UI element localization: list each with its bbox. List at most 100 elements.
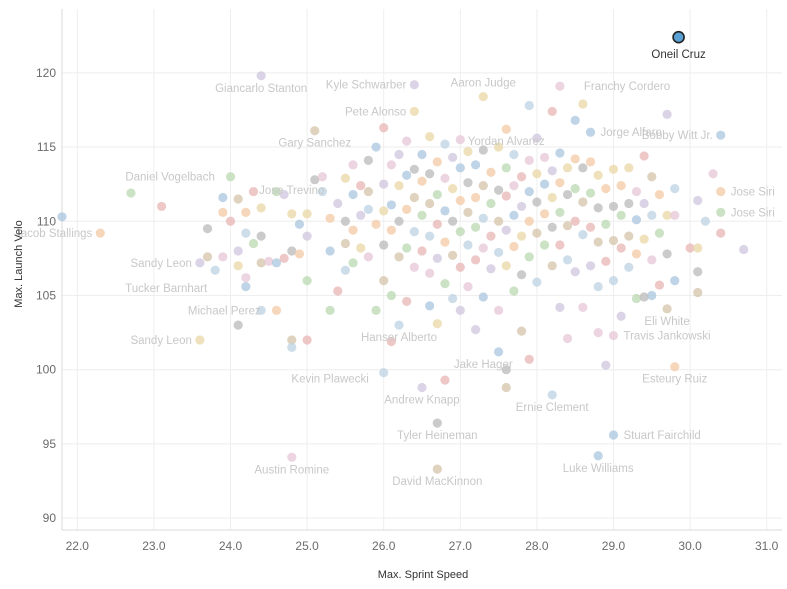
data-point[interactable] xyxy=(593,327,603,338)
data-point[interactable] xyxy=(448,184,458,194)
data-point[interactable] xyxy=(455,227,465,237)
data-point[interactable] xyxy=(593,451,603,461)
data-point[interactable] xyxy=(126,188,136,198)
data-point[interactable] xyxy=(233,320,243,330)
data-point[interactable] xyxy=(624,163,634,173)
data-point[interactable] xyxy=(662,249,672,259)
data-point[interactable] xyxy=(417,210,427,220)
data-point[interactable] xyxy=(578,99,588,109)
data-point[interactable] xyxy=(509,286,519,296)
data-point[interactable] xyxy=(371,142,381,152)
data-point[interactable] xyxy=(463,178,473,188)
data-point[interactable] xyxy=(624,198,634,209)
data-point[interactable] xyxy=(455,163,465,173)
data-point[interactable] xyxy=(570,184,580,194)
data-point[interactable] xyxy=(493,185,504,195)
data-point[interactable] xyxy=(317,186,328,197)
data-point[interactable] xyxy=(317,172,328,182)
data-point[interactable] xyxy=(463,240,473,250)
data-point[interactable] xyxy=(539,152,550,163)
data-point[interactable] xyxy=(547,390,557,400)
data-point[interactable] xyxy=(662,109,672,119)
data-point[interactable] xyxy=(325,213,335,223)
data-point[interactable] xyxy=(356,210,366,220)
data-point[interactable] xyxy=(601,219,611,229)
data-point[interactable] xyxy=(386,225,396,235)
data-point[interactable] xyxy=(294,219,305,229)
data-point[interactable] xyxy=(654,189,665,200)
data-point[interactable] xyxy=(402,204,412,214)
data-point[interactable] xyxy=(471,160,481,170)
data-point[interactable] xyxy=(241,228,251,238)
data-point[interactable] xyxy=(218,252,228,262)
data-point[interactable] xyxy=(647,290,657,301)
data-point[interactable] xyxy=(532,169,542,179)
data-point[interactable] xyxy=(287,342,297,353)
data-point[interactable] xyxy=(218,192,228,203)
data-point[interactable] xyxy=(425,132,435,142)
data-point[interactable] xyxy=(631,186,642,197)
data-point[interactable] xyxy=(524,186,534,197)
data-point[interactable] xyxy=(379,368,389,378)
data-point[interactable] xyxy=(379,206,389,216)
data-point[interactable] xyxy=(670,210,680,220)
data-point[interactable] xyxy=(471,222,481,232)
data-point[interactable] xyxy=(363,204,373,214)
data-point[interactable] xyxy=(493,142,504,152)
data-point[interactable] xyxy=(302,231,312,241)
data-point[interactable] xyxy=(616,243,626,253)
data-point[interactable] xyxy=(417,149,427,160)
data-point[interactable] xyxy=(693,243,703,253)
data-point[interactable] xyxy=(578,163,588,173)
data-point[interactable] xyxy=(631,215,642,225)
data-point[interactable] xyxy=(693,287,703,298)
data-point[interactable] xyxy=(670,276,680,286)
data-point[interactable] xyxy=(593,281,603,292)
data-point[interactable] xyxy=(225,172,236,182)
data-point[interactable] xyxy=(402,296,412,307)
data-point[interactable] xyxy=(440,206,450,216)
data-point[interactable] xyxy=(448,293,458,304)
data-point[interactable] xyxy=(532,277,542,287)
data-point[interactable] xyxy=(516,270,527,280)
data-point[interactable] xyxy=(409,192,419,203)
data-point[interactable] xyxy=(310,126,320,136)
data-point[interactable] xyxy=(562,333,573,344)
data-point[interactable] xyxy=(195,258,205,268)
data-point[interactable] xyxy=(631,249,642,259)
data-point[interactable] xyxy=(509,149,519,160)
data-point[interactable] xyxy=(532,197,542,207)
data-point[interactable] xyxy=(279,189,289,200)
data-point[interactable] xyxy=(256,305,266,315)
data-point[interactable] xyxy=(608,235,619,246)
data-point[interactable] xyxy=(639,198,649,209)
data-point[interactable] xyxy=(631,293,642,304)
highlighted-data-point[interactable] xyxy=(672,30,685,44)
data-point[interactable] xyxy=(578,197,588,207)
data-point[interactable] xyxy=(463,281,473,292)
data-point[interactable] xyxy=(585,222,596,232)
data-point[interactable] xyxy=(432,157,442,167)
data-point[interactable] xyxy=(493,216,504,226)
data-point[interactable] xyxy=(202,224,213,234)
data-point[interactable] xyxy=(363,252,373,262)
data-point[interactable] xyxy=(333,198,343,209)
data-point[interactable] xyxy=(432,418,442,428)
data-point[interactable] xyxy=(471,325,481,335)
data-point[interactable] xyxy=(409,262,419,272)
data-point[interactable] xyxy=(708,169,718,179)
data-point[interactable] xyxy=(432,319,442,329)
data-point[interactable] xyxy=(394,149,404,160)
data-point[interactable] xyxy=(601,256,611,266)
data-point[interactable] xyxy=(547,261,557,271)
data-point[interactable] xyxy=(501,191,511,201)
data-point[interactable] xyxy=(471,255,481,265)
data-point[interactable] xyxy=(287,452,297,462)
data-point[interactable] xyxy=(264,256,274,266)
data-point[interactable] xyxy=(493,305,504,315)
data-point[interactable] xyxy=(501,163,511,173)
data-point[interactable] xyxy=(279,253,289,263)
data-point[interactable] xyxy=(501,382,511,393)
data-point[interactable] xyxy=(532,133,542,143)
data-point[interactable] xyxy=(287,209,297,219)
